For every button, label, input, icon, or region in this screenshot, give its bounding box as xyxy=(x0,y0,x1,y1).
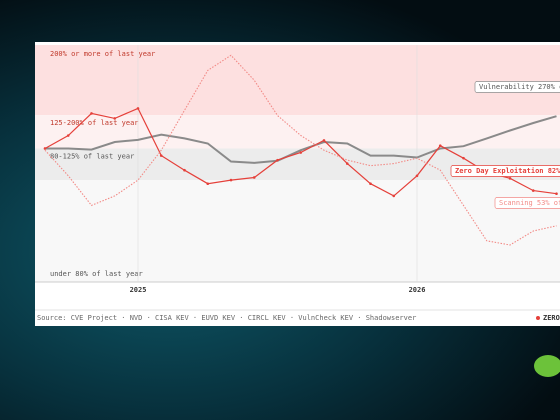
series-point xyxy=(252,176,256,179)
series-point xyxy=(322,139,326,142)
series-point xyxy=(276,158,279,162)
series-point xyxy=(113,117,117,120)
series-point xyxy=(136,107,140,110)
series-point xyxy=(369,182,372,186)
band-label: under 80% of last year xyxy=(50,270,143,278)
series-point xyxy=(43,147,47,150)
series-point xyxy=(415,174,419,178)
chart-panel: 200% or more of last year 125-200% of las… xyxy=(35,42,560,326)
x-tick-label: 2026 xyxy=(409,286,426,294)
series-point xyxy=(183,168,186,172)
band-label: 80-125% of last year xyxy=(50,152,134,160)
series-label: Zero Day Exploitation 82% of la xyxy=(455,167,560,175)
series-point xyxy=(438,144,442,147)
source: Source: CVE Project · NVD · CISA KEV · E… xyxy=(37,314,416,322)
series-point xyxy=(299,151,303,154)
brand-dot xyxy=(536,316,540,320)
x-tick-label: 2025 xyxy=(130,286,147,294)
logo xyxy=(534,355,560,377)
series-point xyxy=(531,189,535,192)
series-point xyxy=(229,178,233,182)
series-label-box xyxy=(494,197,560,209)
series-point xyxy=(345,162,349,165)
series-label-box xyxy=(474,81,560,93)
series-point xyxy=(206,182,210,186)
band xyxy=(35,45,560,116)
band-label: 200% or more of last year xyxy=(50,50,155,58)
band-label: 125-200% of last year xyxy=(50,119,139,127)
chart: 200% or more of last year 125-200% of las… xyxy=(35,45,560,322)
series-label: Vulnerability 270% of la xyxy=(479,83,560,91)
series-line xyxy=(45,115,557,164)
series-point xyxy=(555,192,558,196)
series-point xyxy=(462,156,465,160)
series-point xyxy=(90,112,93,115)
series-line xyxy=(44,54,557,246)
brand: ZERO xyxy=(543,314,560,322)
series-point xyxy=(392,194,396,198)
series-label-box xyxy=(450,165,560,177)
series-label: Scanning 53% of la xyxy=(499,199,560,207)
series-point xyxy=(159,154,163,157)
series-point xyxy=(508,177,512,180)
series-point xyxy=(66,134,70,137)
band xyxy=(35,180,560,282)
